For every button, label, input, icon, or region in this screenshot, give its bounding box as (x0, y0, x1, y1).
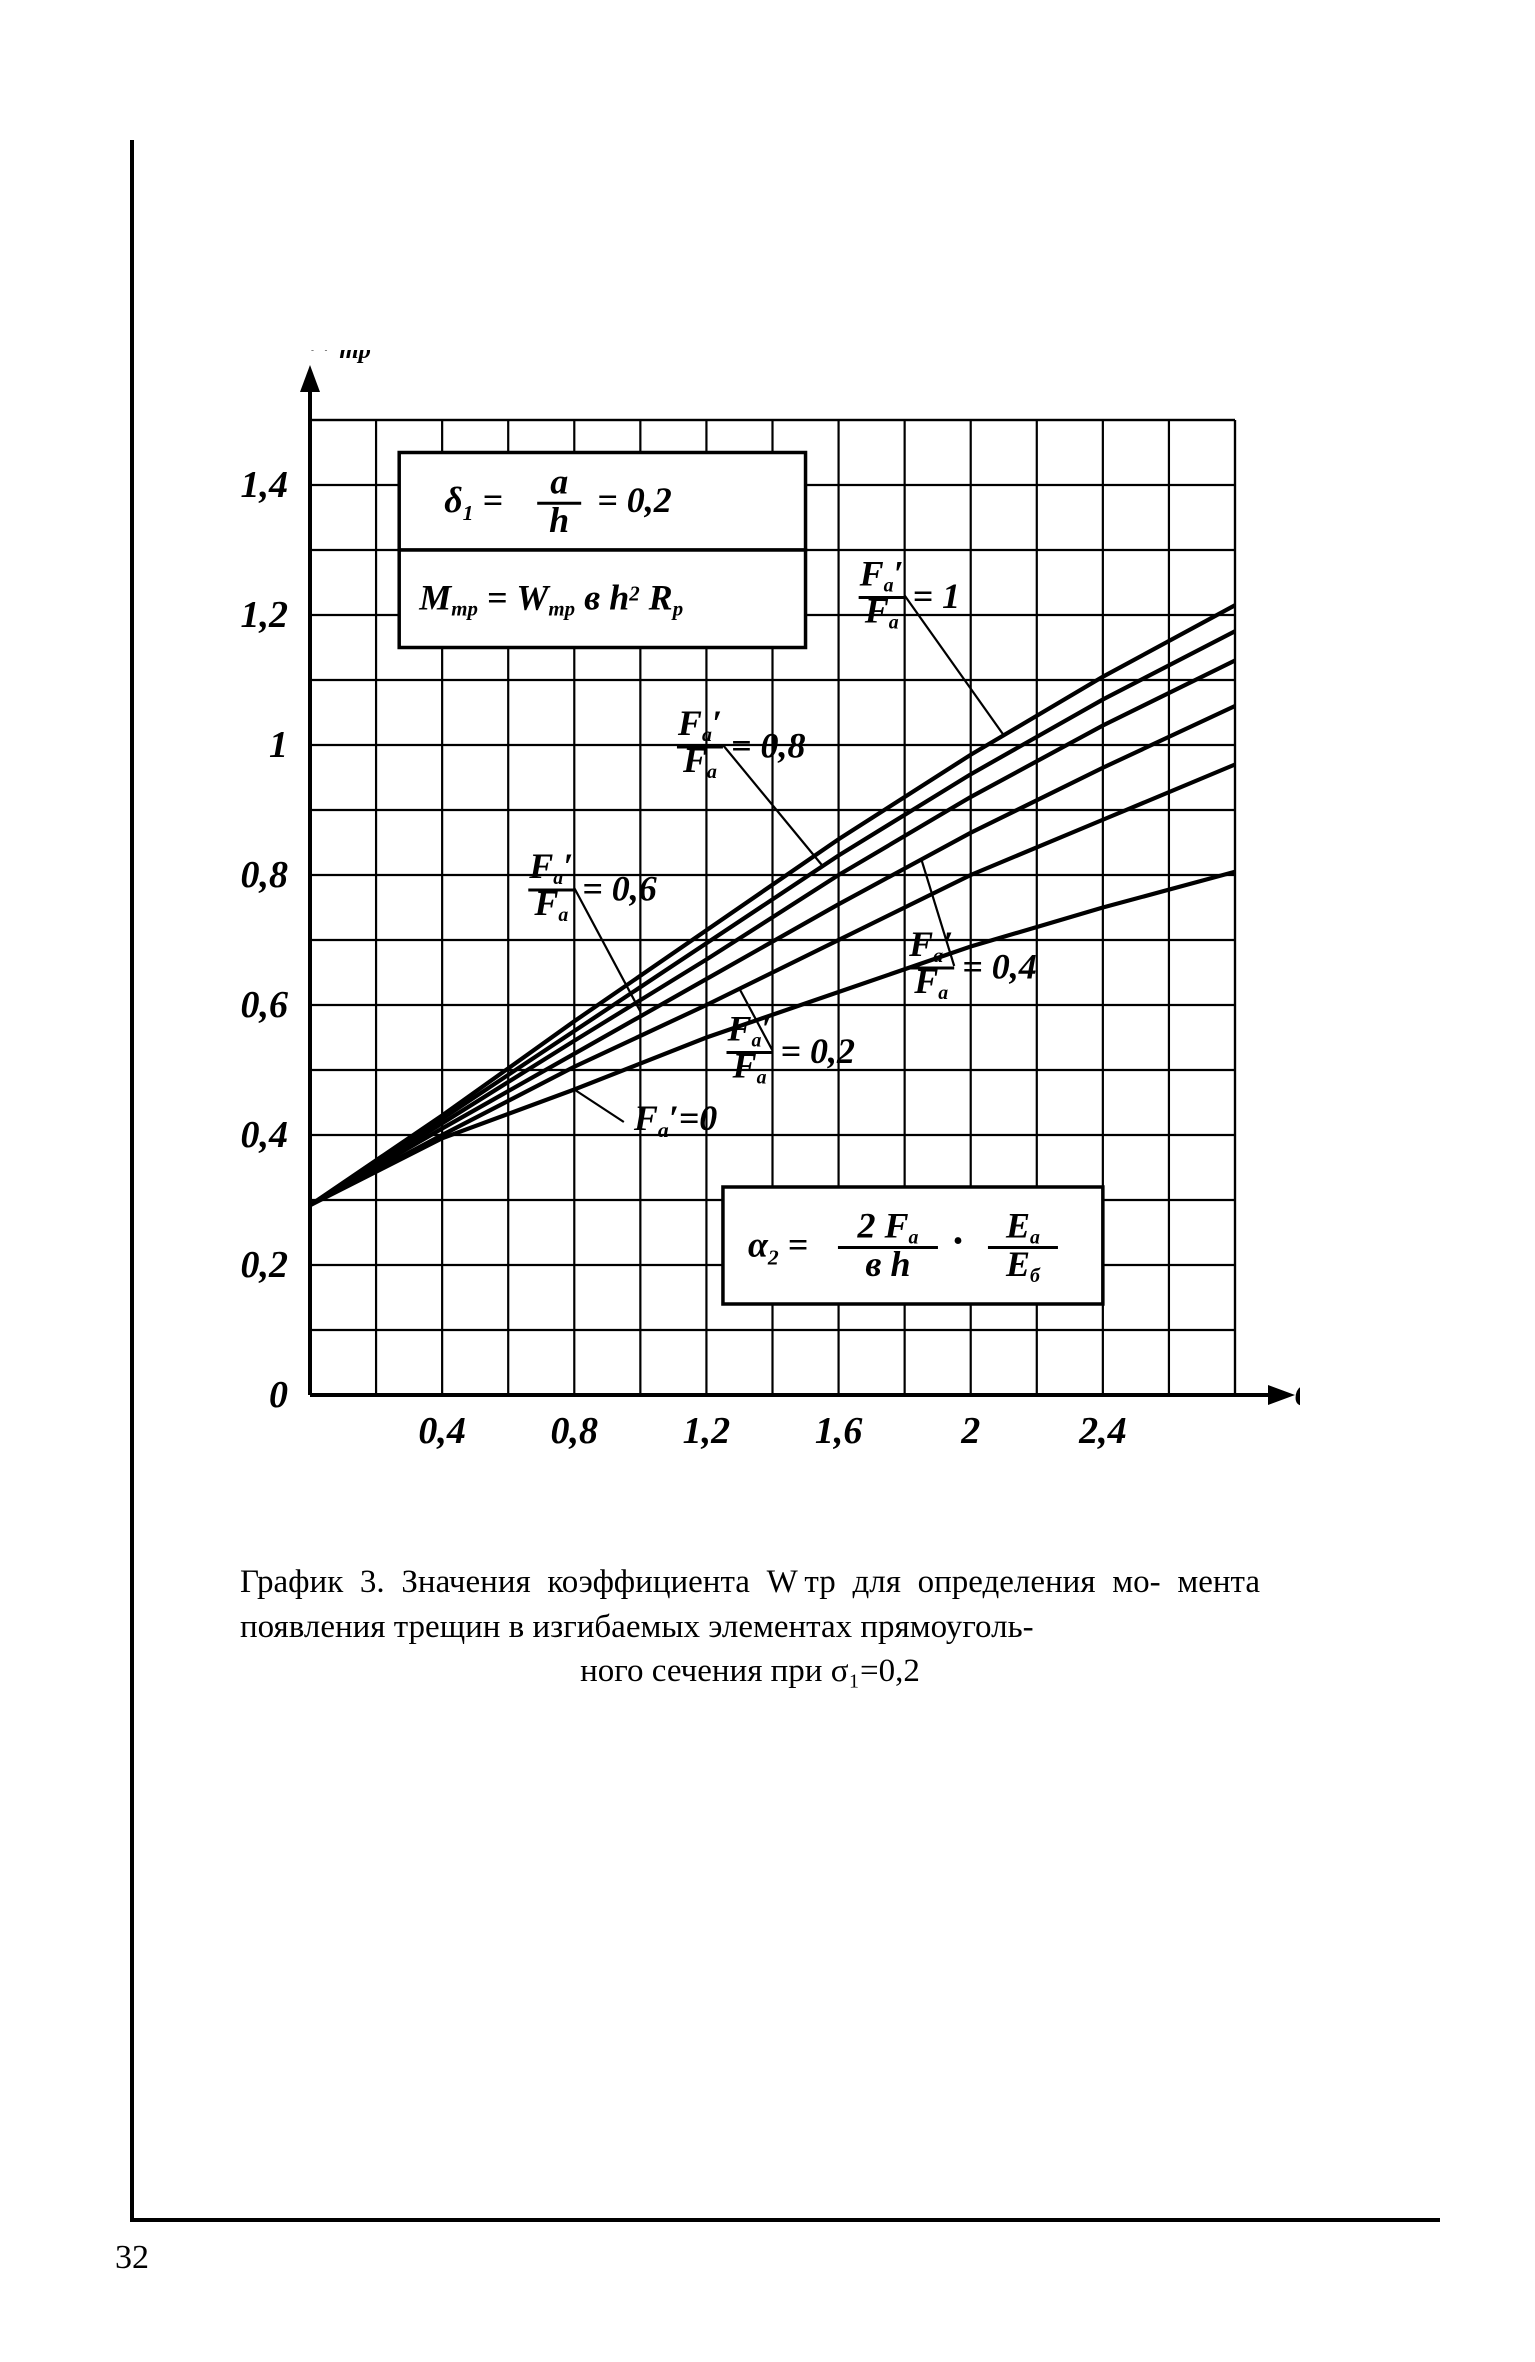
chart-svg: 0,40,81,21,622,400,20,40,60,811,21,4Wтрα… (200, 350, 1300, 1480)
page: 0,40,81,21,622,400,20,40,60,811,21,4Wтрα… (0, 0, 1535, 2362)
series-label-val: = 0,2 (781, 1031, 856, 1071)
formula: в h (865, 1244, 910, 1284)
x-tick-label: 0,8 (551, 1410, 599, 1452)
series-label: Fa′=0 (633, 1098, 717, 1142)
y-tick-label: 1,2 (241, 594, 289, 636)
x-tick-label: 2,4 (1078, 1410, 1127, 1452)
y-tick-label: 0,2 (241, 1244, 289, 1286)
series-label-val: = 0,6 (582, 869, 657, 909)
y-tick-label: 0,8 (241, 854, 289, 896)
series-label-val: = 0,4 (962, 947, 1037, 987)
caption-line-3: ного сечения при σ₁=0,2 (240, 1649, 1260, 1694)
formula: · (951, 1219, 965, 1265)
y-tick-label: 0,6 (241, 984, 289, 1026)
formula: h (549, 500, 569, 540)
page-number: 32 (115, 2239, 149, 2277)
x-tick-label: 0,4 (418, 1410, 466, 1452)
x-tick-label: 1,6 (815, 1410, 863, 1452)
caption-line-1: График 3. Значения коэффициента W тр для… (240, 1564, 1161, 1600)
formula: α2 = (748, 1224, 808, 1269)
series-label-val: = 0,8 (731, 726, 806, 766)
y-tick-label: 1,4 (241, 464, 289, 506)
formula: = 0,2 (597, 480, 672, 520)
x-tick-label: 2 (960, 1410, 980, 1452)
formula: δ1 = (444, 480, 503, 525)
figure-caption: График 3. Значения коэффициента W тр для… (240, 1560, 1260, 1694)
x-axis-label: α2 (1295, 1369, 1300, 1418)
y-tick-label: 0 (269, 1374, 288, 1416)
y-tick-label: 1 (269, 724, 288, 766)
x-tick-label: 1,2 (683, 1410, 731, 1452)
chart-container: 0,40,81,21,622,400,20,40,60,811,21,4Wтрα… (200, 350, 1300, 1480)
series-label-val: = 1 (913, 576, 961, 616)
y-tick-label: 0,4 (241, 1114, 289, 1156)
formula: a (550, 461, 568, 501)
